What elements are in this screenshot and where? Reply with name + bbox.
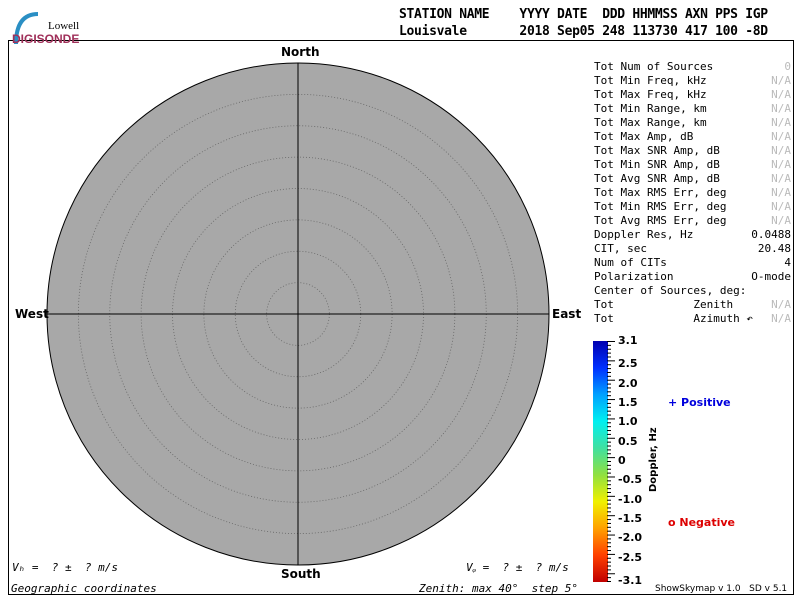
stat-row: Doppler Res, Hz 0.0488	[594, 228, 791, 242]
stat-label: Tot Min Freq, kHz	[594, 74, 707, 87]
north-label: North	[281, 45, 320, 59]
stat-row: Tot Azimuth ↶ N/A	[594, 312, 791, 326]
colorbar-tick-label: 2.0	[618, 376, 638, 390]
stat-label: Tot Max SNR Amp, dB	[594, 144, 720, 157]
stat-label: Tot Min Range, km	[594, 102, 707, 115]
stat-row: Tot Max Range, km N/A	[594, 116, 791, 130]
colorbar-tick-label: -0.5	[618, 473, 643, 487]
stat-row: Polarization O-mode	[594, 270, 791, 284]
stat-label: Tot Max Freq, kHz	[594, 88, 707, 101]
stat-label: Tot Min RMS Err, deg	[594, 200, 727, 213]
stat-label: Tot Avg SNR Amp, dB	[594, 172, 720, 185]
stat-label: Doppler Res, Hz	[594, 228, 694, 241]
stat-value: N/A	[771, 102, 791, 115]
header-labels: STATION NAME YYYY DATE DDD HHMMSS AXN PP…	[399, 7, 768, 22]
east-label: East	[552, 307, 582, 321]
stat-row: Tot Zenith N/A	[594, 298, 791, 312]
skymap-plot	[46, 62, 550, 566]
stat-value: N/A	[771, 186, 791, 199]
stat-row: CIT, sec 20.48	[594, 242, 791, 256]
stat-value: N/A	[771, 144, 791, 157]
colorbar-tick-label: -2.5	[618, 550, 643, 564]
plot-frame	[8, 40, 794, 595]
stat-label: Tot Max Amp, dB	[594, 130, 694, 143]
stat-row: Tot Min SNR Amp, dB N/A	[594, 158, 791, 172]
legend-positive: + Positive	[668, 396, 731, 409]
stat-row: Tot Max Freq, kHz N/A	[594, 88, 791, 102]
colorbar-title: Doppler, Hz	[648, 427, 659, 492]
colorbar-tick-label: 0.5	[618, 434, 638, 448]
stat-row: Num of CITs 4	[594, 256, 791, 270]
stat-value: N/A	[771, 172, 791, 185]
stat-label: Polarization	[594, 270, 674, 283]
colorbar-tick-label: -2.0	[618, 531, 643, 545]
stat-row: Tot Avg SNR Amp, dB N/A	[594, 172, 791, 186]
stat-row: Tot Min RMS Err, deg N/A	[594, 200, 791, 214]
stat-value: 20.48	[757, 242, 791, 255]
colorbar-tick-label: 0	[618, 454, 626, 467]
stat-label: Tot Min SNR Amp, dB	[594, 158, 720, 171]
stat-value: N/A	[771, 130, 791, 143]
stat-value: O-mode	[751, 270, 791, 283]
stat-label: Center of Sources, deg:	[594, 284, 747, 297]
logo-text-2: DIGISONDE	[12, 32, 80, 46]
stat-value: 4	[784, 256, 791, 269]
logo-text: Lowell	[48, 20, 80, 32]
stat-label: Num of CITs	[594, 256, 667, 269]
south-label: South	[281, 567, 321, 581]
zenith-label: Zenith: max 40° step 5°	[419, 582, 578, 595]
colorbar-tick-label: -1.5	[618, 512, 643, 526]
stat-value: N/A	[771, 312, 791, 325]
stat-label: Tot Num of Sources	[594, 60, 714, 73]
colorbar-tick-label: 1.5	[618, 395, 638, 409]
stat-label: Tot Zenith	[594, 298, 734, 311]
stat-row: Center of Sources, deg:	[594, 284, 791, 298]
stat-row: Tot Max RMS Err, deg N/A	[594, 186, 791, 200]
stat-value: 0.0488	[751, 228, 791, 241]
stat-value: 0	[784, 60, 791, 73]
stat-label: Tot Max Range, km	[594, 116, 707, 129]
stat-value: N/A	[771, 298, 791, 311]
stat-value: N/A	[771, 158, 791, 171]
colorbar-ticks	[607, 341, 615, 582]
colorbar-tick-label: -1.0	[618, 492, 643, 506]
colorbar-tick-label: -3.1	[618, 574, 643, 587]
stat-row: Tot Num of Sources 0	[594, 60, 791, 74]
stat-row: Tot Min Range, km N/A	[594, 102, 791, 116]
digisonde-logo: Lowell DIGISONDE	[10, 10, 85, 46]
header-values: Louisvale 2018 Sep05 248 113730 417 100 …	[399, 24, 768, 39]
vertical-velocity: Vᵩ = ? ± ? m/s	[466, 561, 569, 574]
stat-row: Tot Max Amp, dB N/A	[594, 130, 791, 144]
logo-arc-icon	[14, 12, 39, 45]
coordinates-label: Geographic coordinates	[11, 582, 157, 595]
stat-label: Tot Avg RMS Err, deg	[594, 214, 727, 227]
version-label: ShowSkymap v 1.0 SD v 5.1	[655, 584, 788, 594]
stat-label: Tot Max RMS Err, deg	[594, 186, 727, 199]
stat-value: N/A	[771, 88, 791, 101]
doppler-colorbar	[593, 341, 608, 582]
stat-value: N/A	[771, 200, 791, 213]
colorbar-tick-label: 2.5	[618, 357, 638, 371]
horizontal-velocity: Vₕ = ? ± ? m/s	[12, 561, 118, 574]
stat-value: N/A	[771, 116, 791, 129]
colorbar-tick-label: 1.0	[618, 415, 638, 429]
stat-label: Tot Azimuth ↶	[594, 312, 753, 325]
stat-row: Tot Min Freq, kHz N/A	[594, 74, 791, 88]
colorbar-tick-label: 3.1	[618, 334, 638, 347]
west-label: West	[15, 307, 49, 321]
stat-row: Tot Max SNR Amp, dB N/A	[594, 144, 791, 158]
stat-label: CIT, sec	[594, 242, 647, 255]
stat-value: N/A	[771, 74, 791, 87]
stat-row: Tot Avg RMS Err, deg N/A	[594, 214, 791, 228]
legend-negative: o Negative	[668, 516, 736, 529]
stat-value: N/A	[771, 214, 791, 227]
